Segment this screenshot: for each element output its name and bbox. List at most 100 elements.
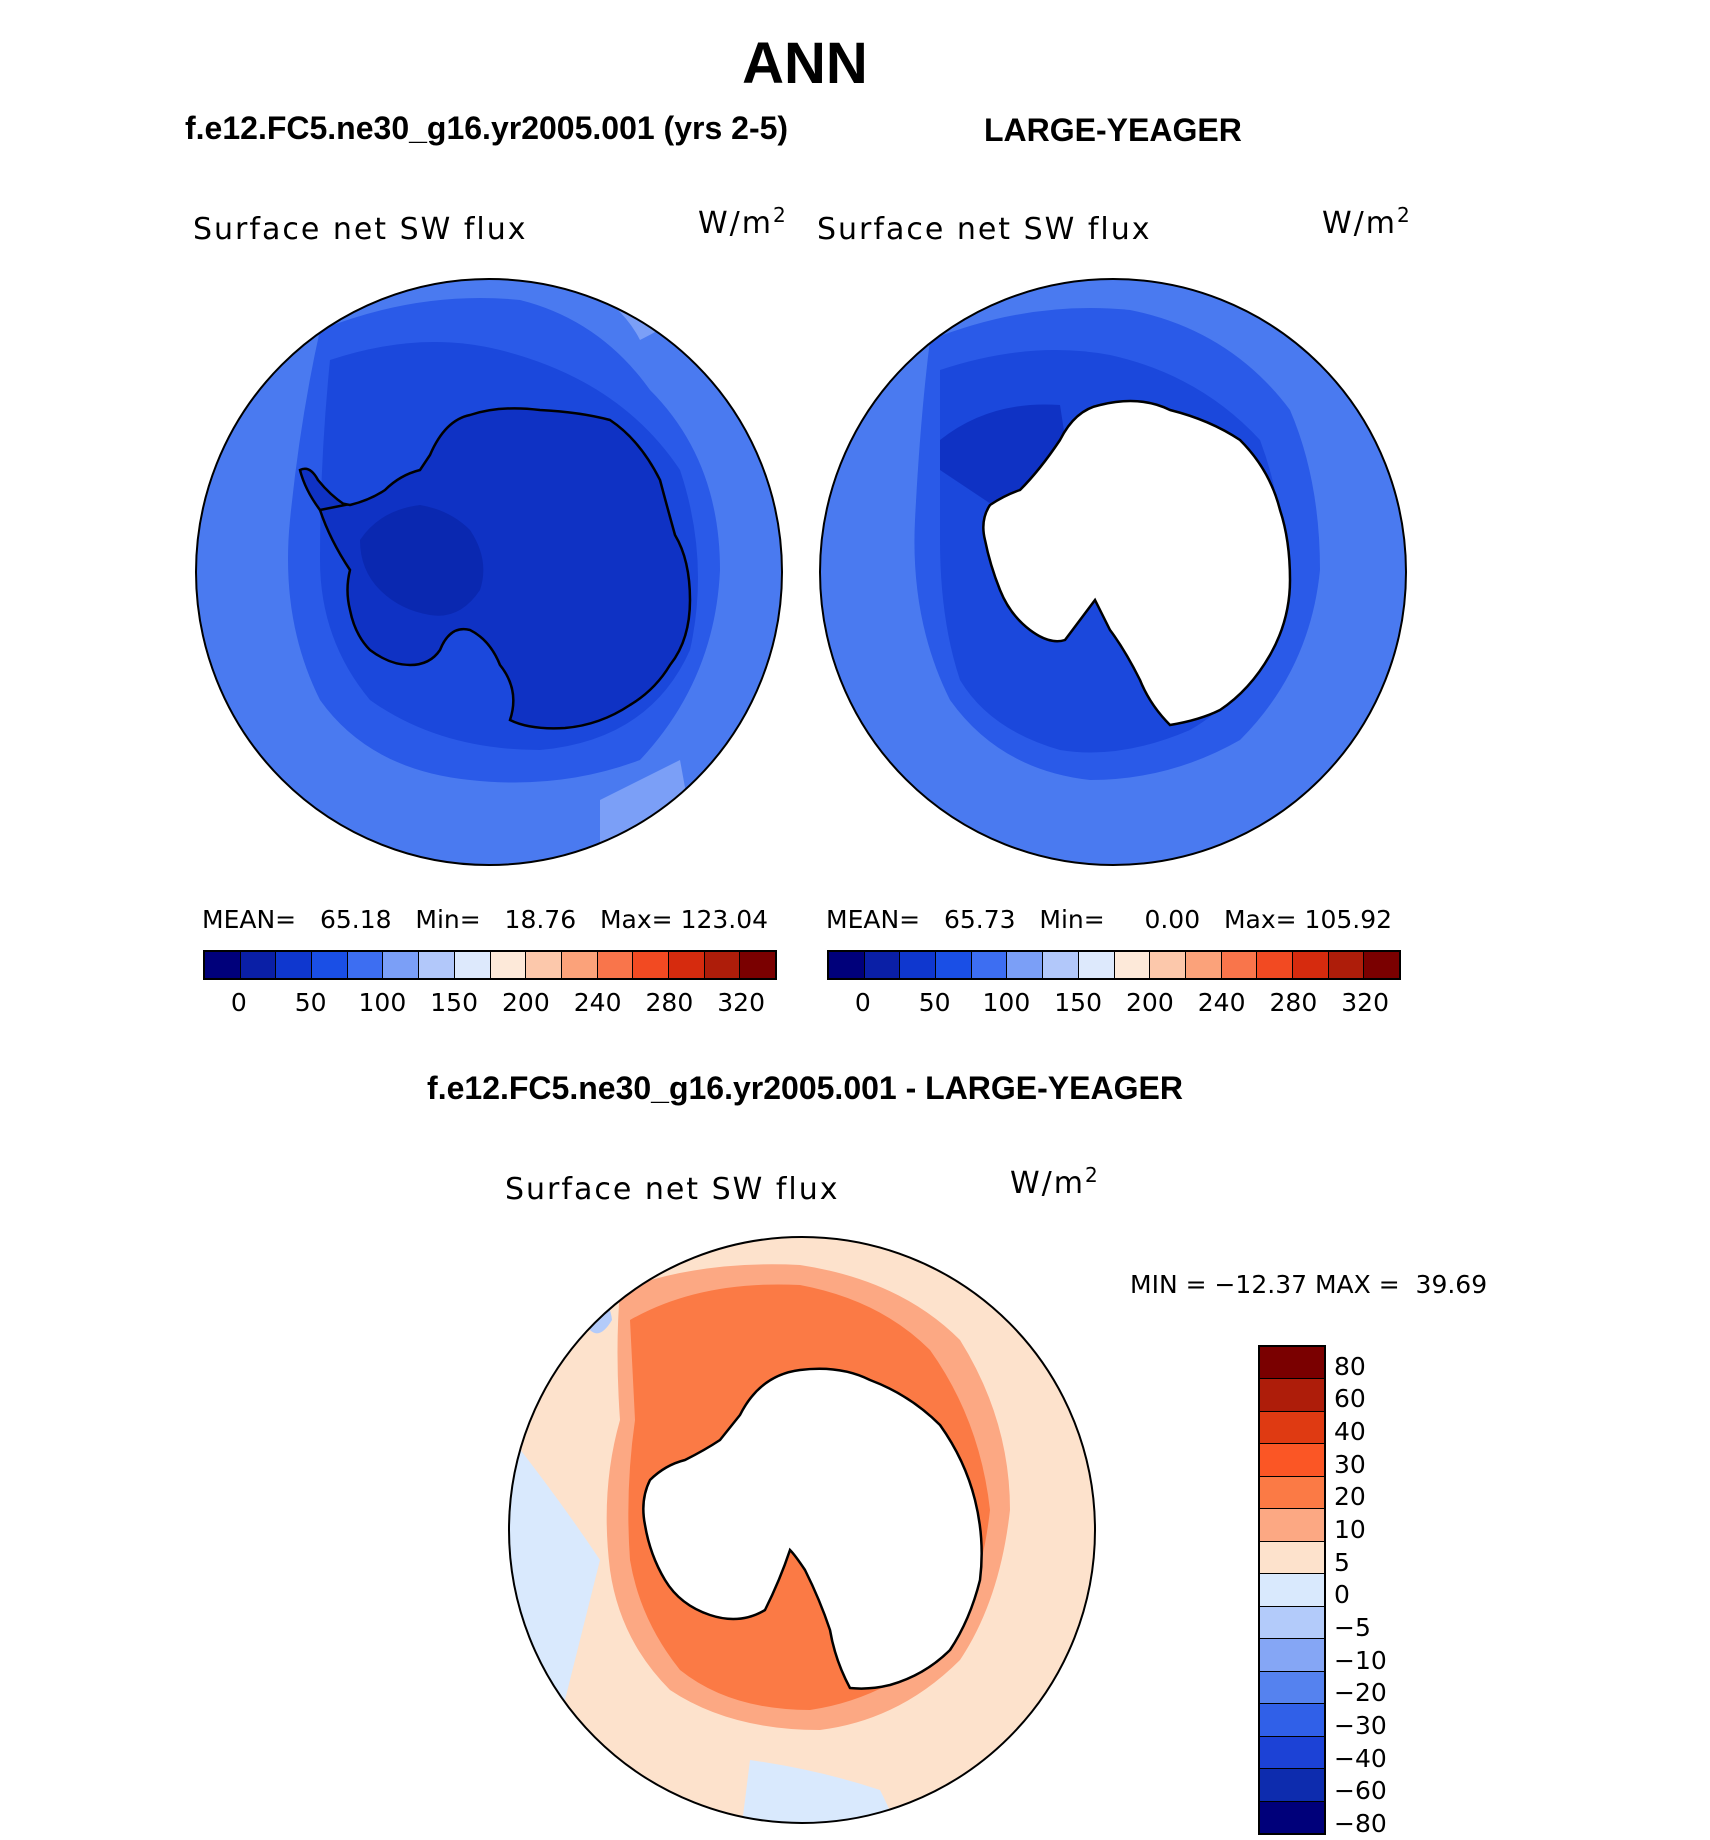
colorbar-swatch (1260, 1444, 1324, 1477)
colorbar-swatch (829, 952, 865, 978)
colorbar-swatch (1185, 952, 1222, 978)
colorbar-tick-label: 0 (854, 988, 871, 1017)
diff-map-border (508, 1236, 1096, 1824)
colorbar-tick-label: 0 (230, 988, 247, 1017)
map1-antarctica (318, 407, 692, 730)
colorbar-tick-label: −60 (1334, 1776, 1387, 1806)
colorbar-swatch (900, 952, 937, 978)
colorbar-swatch (1364, 952, 1399, 978)
colorbar-swatch (1328, 952, 1365, 978)
colorbar-tick-label: 0 (1334, 1580, 1350, 1610)
colorbar-tick-label: 40 (1334, 1417, 1366, 1446)
colorbar-swatch (419, 952, 455, 978)
colorbar-swatch (1078, 952, 1115, 978)
colorbar-tick-label: −20 (1334, 1678, 1387, 1708)
colorbar-tick-label: 50 (918, 988, 951, 1017)
colorbar-swatch (1260, 1347, 1324, 1380)
map1-peninsula (298, 467, 349, 512)
colorbar-tick-label: 280 (645, 988, 694, 1017)
colorbar-swatch (1260, 1704, 1324, 1737)
colorbar-swatch (1257, 952, 1293, 978)
colorbar-tick-label: 10 (1334, 1515, 1366, 1544)
colorbar-swatch (312, 952, 348, 978)
colorbar-swatch (490, 952, 527, 978)
colorbar-swatch (1260, 1801, 1324, 1834)
colorbar-tick-label: −80 (1334, 1809, 1387, 1838)
colorbar-swatch (561, 952, 598, 978)
colorbar-tick-label: 50 (294, 988, 327, 1017)
colorbar-swatch (936, 952, 972, 978)
colorbar-swatch (1260, 1476, 1324, 1510)
colorbar-panel-1 (203, 950, 777, 980)
colorbar-swatch (1260, 1606, 1324, 1640)
panel-1-units-label: W/m2 (698, 203, 788, 241)
panel-1-subtitle: f.e12.FC5.ne30_g16.yr2005.001 (yrs 2-5) (185, 110, 789, 146)
diff-variable-label: Surface net SW flux (505, 1172, 840, 1207)
panel-2-subtitle: LARGE-YEAGER (984, 112, 1242, 148)
map1-land-deep (360, 505, 484, 616)
colorbar-tick-label: 5 (1334, 1547, 1350, 1577)
colorbar-swatch (454, 952, 491, 978)
diff-units-label: W/m2 (1010, 1163, 1100, 1201)
map1-border (195, 278, 783, 866)
colorbar-tick-label: 150 (1054, 988, 1102, 1017)
colorbar-swatch (1043, 952, 1079, 978)
colorbar-diff (1258, 1345, 1326, 1835)
panel-2-variable-label: Surface net SW flux (817, 212, 1152, 247)
colorbar-tick-label: 80 (1334, 1351, 1366, 1381)
colorbar-tick-label: 60 (1334, 1384, 1366, 1414)
colorbar-tick-label: 320 (717, 988, 765, 1017)
colorbar-tick-label: 240 (573, 988, 622, 1017)
colorbar-swatch (1260, 1639, 1324, 1672)
panel-2-stats: MEAN= 65.73 Min= 0.00 Max= 105.92 (826, 905, 1393, 934)
diff-minmax: MIN = −12.37 MAX = 39.69 (1130, 1270, 1488, 1299)
panel-1-variable-label: Surface net SW flux (193, 212, 528, 247)
map-panel-2 (820, 279, 1406, 865)
colorbar-swatch (1260, 1541, 1324, 1575)
colorbar-swatch (1260, 1411, 1324, 1445)
colorbar-tick-label: 320 (1341, 988, 1389, 1017)
colorbar-swatch (864, 952, 901, 978)
colorbar-tick-label: 200 (1126, 988, 1174, 1017)
colorbar-tick-label: −5 (1334, 1613, 1371, 1642)
colorbar-panel-2 (827, 950, 1401, 980)
diff-antarctica-missing (642, 1367, 983, 1690)
colorbar-swatch (1150, 952, 1186, 978)
map-panel-diff (509, 1237, 1095, 1823)
colorbar-panel-1-ticks: 0 50 100 150 200 240 280 320 (203, 988, 777, 1018)
colorbar-swatch (1292, 952, 1329, 978)
colorbar-swatch (276, 952, 313, 978)
main-title: ANN (742, 31, 868, 96)
colorbar-swatch (633, 952, 669, 978)
colorbar-tick-label: 150 (430, 988, 478, 1017)
colorbar-swatch (1260, 1736, 1324, 1770)
colorbar-tick-label: 280 (1269, 988, 1318, 1017)
panel-2-units-label: W/m2 (1322, 203, 1412, 241)
colorbar-tick-label: 200 (502, 988, 550, 1017)
colorbar-tick-label: 100 (358, 988, 407, 1017)
colorbar-swatch (1260, 1509, 1324, 1542)
colorbar-swatch (1260, 1379, 1324, 1412)
colorbar-swatch (1260, 1769, 1324, 1802)
colorbar-panel-2-ticks: 0 50 100 150 200 240 280 320 (827, 988, 1401, 1018)
colorbar-swatch (668, 952, 705, 978)
colorbar-tick-label: −40 (1334, 1743, 1387, 1773)
map2-antarctica-missing (982, 399, 1292, 727)
colorbar-diff-ticks: 80 60 40 30 20 10 5 0 −5 −10 −20 −30 −40 −60 −80 (1334, 1345, 1414, 1838)
colorbar-swatch (597, 952, 634, 978)
diff-subtitle: f.e12.FC5.ne30_g16.yr2005.001 - LARGE-YE… (427, 1070, 1183, 1106)
colorbar-swatch (347, 952, 384, 978)
panel-1-stats: MEAN= 65.18 Min= 18.76 Max= 123.04 (202, 905, 769, 934)
colorbar-tick-label: 30 (1334, 1449, 1366, 1479)
colorbar-tick-label: −30 (1334, 1711, 1387, 1740)
map2-border (819, 278, 1407, 866)
colorbar-swatch (740, 952, 775, 978)
colorbar-swatch (971, 952, 1008, 978)
colorbar-swatch (1007, 952, 1044, 978)
colorbar-swatch (1260, 1574, 1324, 1607)
colorbar-swatch (205, 952, 241, 978)
colorbar-tick-label: 20 (1334, 1482, 1366, 1512)
colorbar-swatch (526, 952, 562, 978)
colorbar-swatch (1221, 952, 1258, 978)
